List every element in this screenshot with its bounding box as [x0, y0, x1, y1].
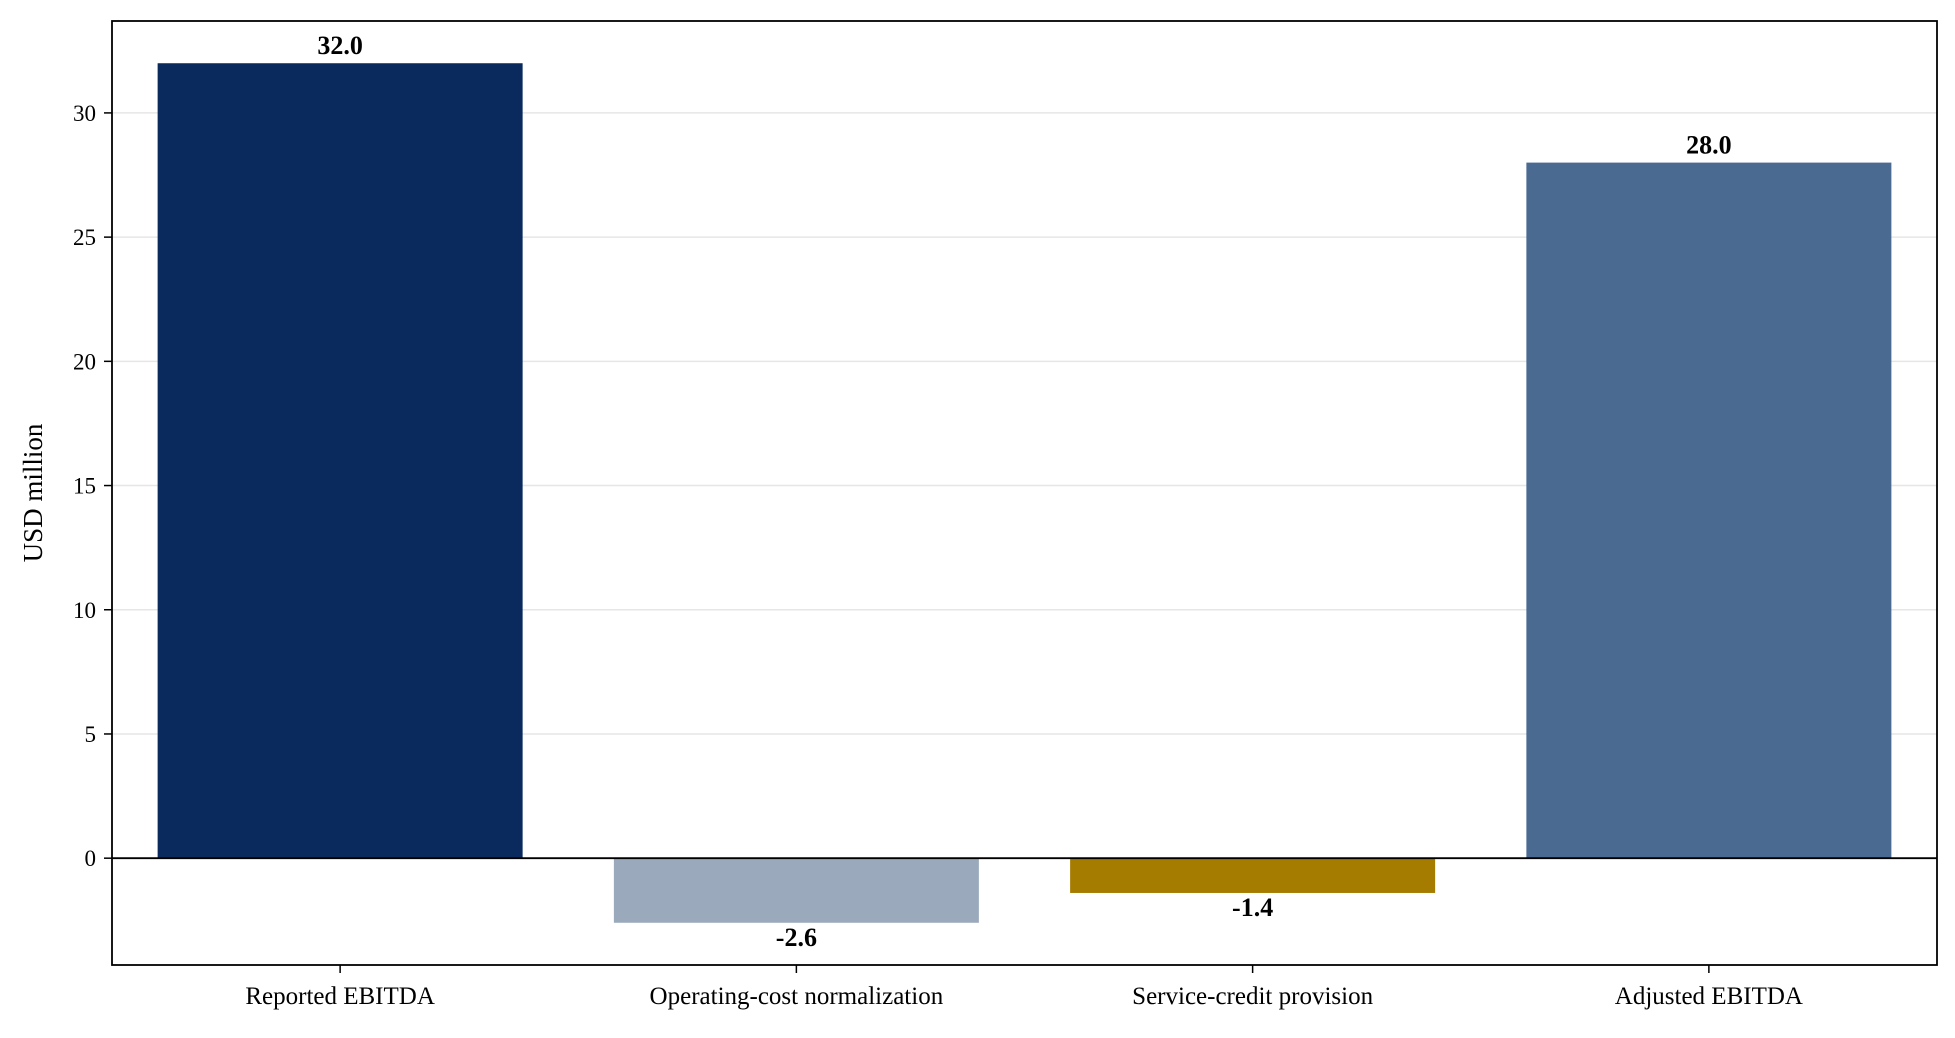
- plot-frame: [111, 20, 1938, 966]
- y-tick-label-30: 30: [73, 101, 96, 126]
- y-tick-label-20: 20: [73, 349, 96, 374]
- y-tick-label-5: 5: [85, 722, 97, 747]
- data-labels: 32.0 -2.6 -1.4 28.0: [317, 31, 1731, 952]
- bar-1: [157, 63, 523, 859]
- bar-2: [613, 858, 979, 923]
- x-tick-label-4: Adjusted EBITDA: [1615, 983, 1803, 1010]
- data-label-1: 32.0: [317, 31, 363, 60]
- x-tick-label-1: Reported EBITDA: [245, 983, 435, 1010]
- y-tick-label-10: 10: [73, 598, 96, 623]
- x-tick-label-3: Service-credit provision: [1132, 983, 1373, 1010]
- y-tick-label-0: 0: [85, 846, 97, 871]
- bar-4: [1526, 162, 1892, 859]
- bar-3: [1070, 858, 1436, 893]
- data-label-3: -1.4: [1232, 893, 1273, 922]
- y-tick-label-15: 15: [73, 474, 96, 499]
- y-tick-label-25: 25: [73, 225, 96, 250]
- data-label-2: -2.6: [776, 923, 817, 952]
- axes: 0 5 10 15 20 25 30 Reported EBITDA Operating-cos…: [73, 20, 1938, 1010]
- y-axis-title: USD million: [18, 423, 48, 562]
- x-tick-label-2: Operating-cost normalization: [650, 983, 944, 1010]
- data-label-4: 28.0: [1686, 131, 1732, 160]
- bars: [157, 63, 1892, 923]
